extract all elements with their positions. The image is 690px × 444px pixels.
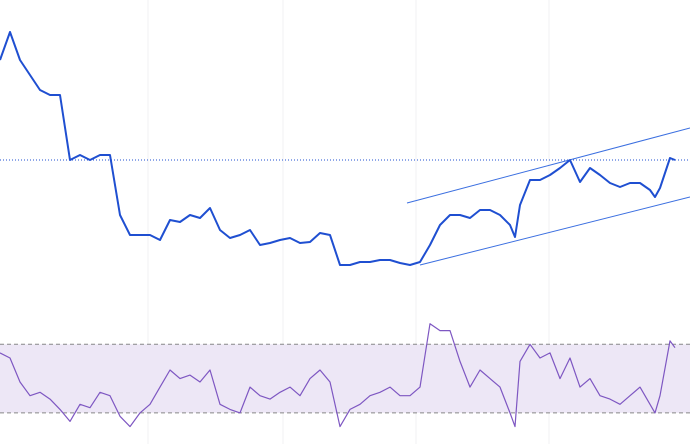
rsi-band — [0, 344, 690, 413]
channel-line — [419, 196, 690, 266]
series-line — [0, 31, 676, 266]
series-line — [0, 323, 676, 428]
channel-line — [406, 127, 690, 204]
